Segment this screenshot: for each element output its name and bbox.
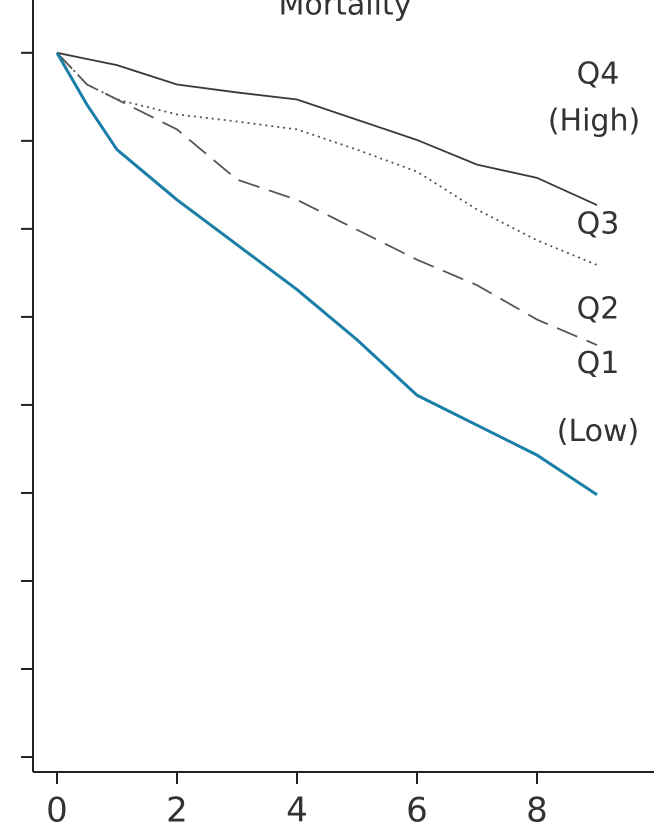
series-line <box>56 52 598 346</box>
x-tick-label: 4 <box>286 791 308 831</box>
x-tick-label: 8 <box>526 791 548 831</box>
series-line <box>56 51 598 206</box>
annotation: (Low) <box>557 414 640 449</box>
series-label: Q4 <box>577 57 620 92</box>
series-label: Q2 <box>577 292 620 327</box>
series-line <box>55 52 598 496</box>
series-label: Q1 <box>577 346 620 381</box>
x-tick-label: 0 <box>46 791 68 831</box>
series-label: Q3 <box>577 206 620 241</box>
chart-title: Mortality <box>279 0 412 23</box>
annotation: (High) <box>548 104 640 139</box>
series-line <box>56 52 598 266</box>
x-tick-label: 6 <box>406 791 428 831</box>
x-tick-label: 2 <box>166 791 188 831</box>
